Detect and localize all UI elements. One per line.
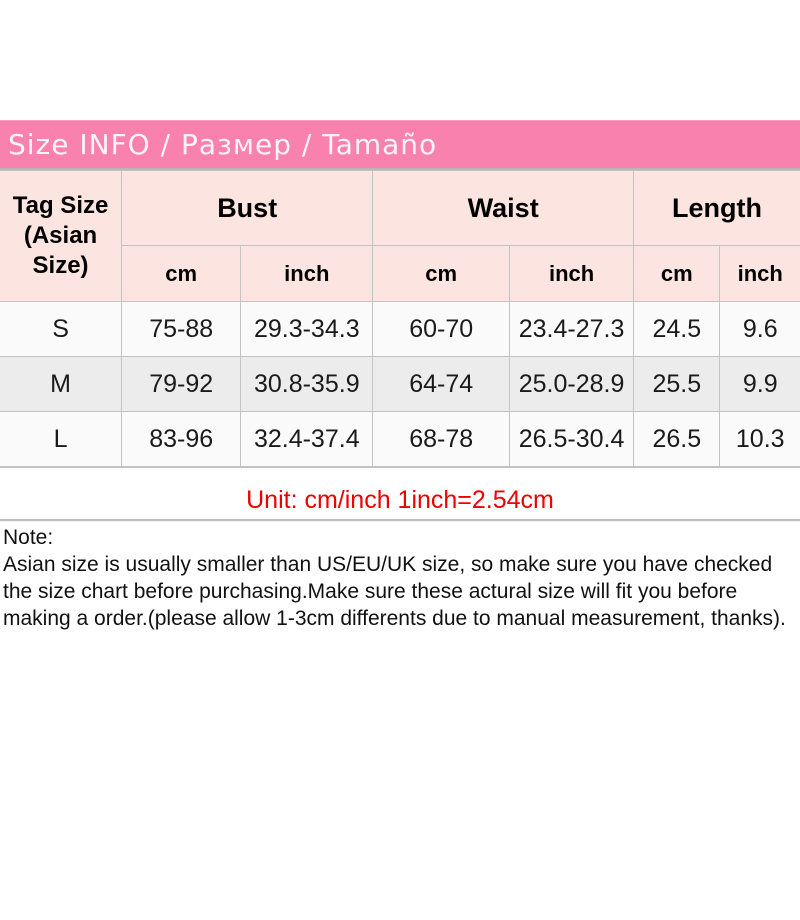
bust-cm-value: 83-96 [121, 411, 242, 468]
header-row-units: cm inch cm inch cm inch [0, 245, 800, 302]
unit-header-waist-inch: inch [509, 245, 635, 302]
length-cm-value: 26.5 [633, 411, 721, 468]
size-label: L [0, 411, 123, 468]
size-table: Tag Size (Asian Size) Bust Waist Length … [0, 170, 800, 468]
unit-header-bust-inch: inch [240, 245, 374, 302]
corner-header-tag-size: Tag Size (Asian Size) [0, 170, 123, 302]
length-cm-value: 25.5 [633, 356, 721, 412]
waist-cm-value: 60-70 [372, 301, 511, 357]
bust-inch-value: 29.3-34.3 [240, 301, 374, 357]
unit-conversion-note: Unit: cm/inch 1inch=2.54cm [246, 486, 554, 514]
length-inch-value: 9.6 [719, 301, 800, 357]
table-row-size-l: L 83-96 32.4-37.4 68-78 26.5-30.4 26.5 1… [0, 411, 800, 468]
table-row-size-s: S 75-88 29.3-34.3 60-70 23.4-27.3 24.5 9… [0, 301, 800, 357]
waist-inch-value: 23.4-27.3 [509, 301, 635, 357]
divider-line [0, 519, 800, 522]
header-row-groups: Tag Size (Asian Size) Bust Waist Length [0, 170, 800, 302]
unit-header-waist-cm: cm [372, 245, 511, 302]
length-inch-value: 10.3 [719, 411, 800, 468]
size-label: S [0, 301, 123, 357]
size-label: M [0, 356, 123, 412]
group-header-waist: Waist [372, 170, 635, 246]
note-line-3: making a order.(please allow 1-3cm diffe… [3, 607, 786, 630]
group-header-bust: Bust [121, 170, 374, 246]
unit-header-length-inch: inch [719, 245, 800, 302]
unit-header-bust-cm: cm [121, 245, 242, 302]
waist-inch-value: 26.5-30.4 [509, 411, 635, 468]
size-chart-page: Size INFO / Размер / Tamaño Tag Size (As… [0, 120, 800, 632]
waist-cm-value: 64-74 [372, 356, 511, 412]
unit-header-length-cm: cm [633, 245, 721, 302]
note-line-1: Asian size is usually smaller than US/EU… [3, 553, 773, 576]
bust-cm-value: 75-88 [121, 301, 242, 357]
bust-inch-value: 30.8-35.9 [240, 356, 374, 412]
size-info-banner: Size INFO / Размер / Tamaño [0, 120, 800, 170]
waist-inch-value: 25.0-28.9 [509, 356, 635, 412]
group-header-length: Length [633, 170, 800, 246]
length-cm-value: 24.5 [633, 301, 721, 357]
note-block: Note: Asian size is usually smaller than… [0, 524, 800, 632]
waist-cm-value: 68-78 [372, 411, 511, 468]
length-inch-value: 9.9 [719, 356, 800, 412]
table-row-size-m: M 79-92 30.8-35.9 64-74 25.0-28.9 25.5 9… [0, 356, 800, 412]
note-line-2: the size chart before purchasing.Make su… [3, 580, 738, 603]
banner-title: Size INFO / Размер / Tamaño [8, 128, 438, 161]
bust-cm-value: 79-92 [121, 356, 242, 412]
note-heading: Note: [3, 526, 54, 549]
bust-inch-value: 32.4-37.4 [240, 411, 374, 468]
